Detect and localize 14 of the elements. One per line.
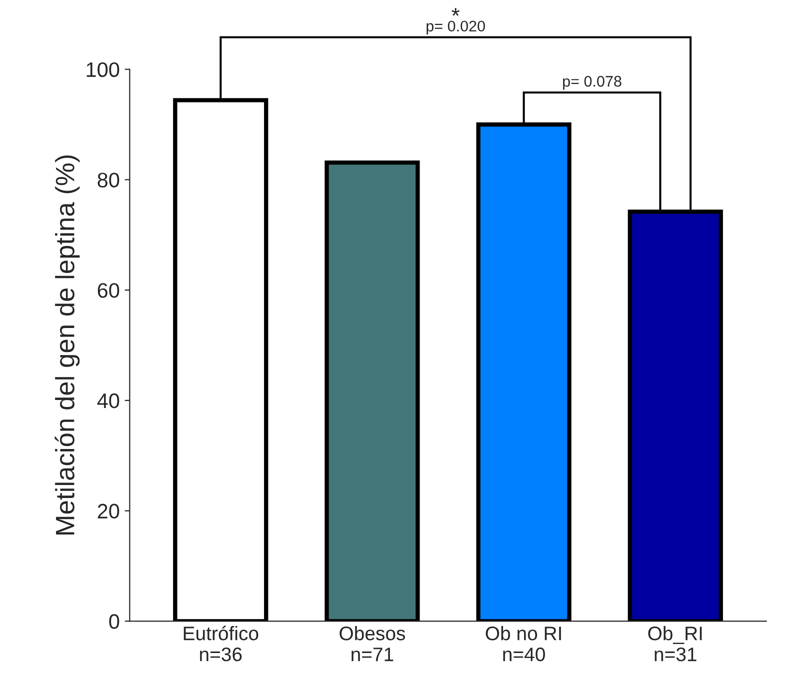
y-tick-label: 0 (109, 614, 120, 629)
x-tick-label: Eutrófico n=36 (184, 626, 258, 662)
y-tick-label: 80 (98, 172, 120, 188)
y-axis-title: Metilación del gen de leptina (%) (54, 155, 80, 534)
text: * (452, 8, 460, 16)
x-tick-label: Obesos n=71 (340, 626, 406, 662)
y-tick-label: 60 (98, 283, 120, 298)
y-tick-label: 100 (86, 62, 120, 78)
y-tick-label: 40 (97, 393, 120, 408)
annotation: p= 0.078 (563, 76, 622, 90)
text: p= 0.020 (426, 20, 485, 35)
y-tick-label: 20 (98, 504, 120, 519)
x-tick-label: Ob_RI n=31 (648, 626, 702, 662)
x-tick-label: Ob no RI n=40 (486, 626, 561, 662)
